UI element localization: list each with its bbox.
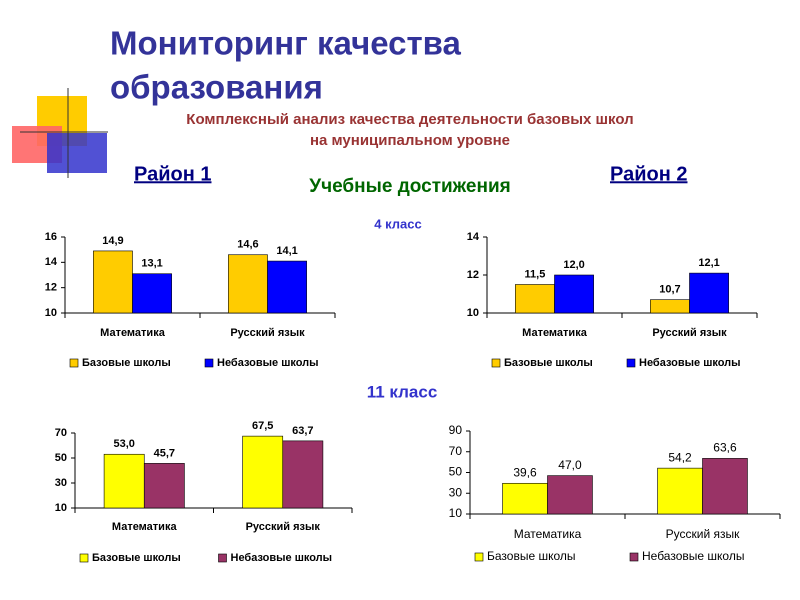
y-tick-label: 10 <box>467 307 479 319</box>
value-label: 53,0 <box>113 438 134 450</box>
deco-blue <box>47 133 107 173</box>
legend-swatch <box>629 552 639 562</box>
subtitle: на муниципальном уровне <box>310 132 510 149</box>
legend-swatch <box>69 358 79 368</box>
grade-label: 11 класс <box>367 382 438 401</box>
x-tick-label: Математика <box>522 327 588 339</box>
legend-label: Базовые школы <box>92 552 181 564</box>
x-tick-label: Русский язык <box>652 327 727 339</box>
legend-swatch <box>204 358 214 368</box>
district-label: Район 1 <box>134 163 211 185</box>
y-tick-label: 14 <box>467 231 480 243</box>
value-label: 13,1 <box>141 258 162 270</box>
y-tick-label: 10 <box>449 506 463 520</box>
legend-swatch <box>626 358 636 368</box>
title: образования <box>110 69 323 106</box>
legend-swatch <box>491 358 501 368</box>
y-tick-label: 12 <box>467 269 479 281</box>
x-tick-label: Математика <box>100 327 166 339</box>
bar <box>502 482 548 515</box>
value-label: 63,6 <box>713 441 737 455</box>
title: Мониторинг качества <box>110 25 462 62</box>
y-tick-label: 50 <box>449 465 463 479</box>
bar <box>228 254 268 314</box>
bar <box>282 440 324 509</box>
bar <box>267 260 307 314</box>
bar <box>689 272 729 314</box>
x-tick-label: Русский язык <box>246 521 321 533</box>
y-tick-label: 16 <box>45 231 57 243</box>
y-tick-label: 70 <box>449 444 463 458</box>
district-label: Район 2 <box>610 163 687 185</box>
value-label: 45,7 <box>154 447 175 459</box>
legend-label: Небазовые школы <box>217 357 319 369</box>
legend-label: Базовые школы <box>504 357 593 369</box>
value-label: 14,9 <box>102 235 123 247</box>
legend-label: Базовые школы <box>82 357 171 369</box>
bar <box>547 475 593 515</box>
legend-swatch <box>79 553 89 563</box>
legend-label: Небазовые школы <box>639 357 741 369</box>
value-label: 63,7 <box>292 425 313 437</box>
x-tick-label: Математика <box>112 521 178 533</box>
x-tick-label: Русский язык <box>666 527 740 541</box>
bar <box>515 284 555 314</box>
legend-label: Небазовые школы <box>231 552 333 564</box>
value-label: 11,5 <box>525 268 546 280</box>
legend-label: Небазовые школы <box>642 549 744 563</box>
value-label: 12,1 <box>698 257 719 269</box>
value-label: 14,1 <box>276 245 297 257</box>
y-tick-label: 30 <box>55 477 67 489</box>
legend-swatch <box>218 553 227 563</box>
x-tick-label: Математика <box>514 527 582 541</box>
x-tick-label: Русский язык <box>230 327 305 339</box>
heading: Учебные достижения <box>309 176 510 197</box>
bar <box>554 274 594 314</box>
grade-label: 4 класс <box>374 216 421 231</box>
value-label: 14,6 <box>237 239 258 251</box>
y-tick-label: 30 <box>449 485 463 499</box>
value-label: 12,0 <box>563 259 584 271</box>
y-tick-label: 10 <box>45 307 57 319</box>
legend-label: Базовые школы <box>487 549 576 563</box>
y-tick-label: 12 <box>45 282 57 294</box>
value-label: 67,5 <box>252 420 273 432</box>
bar <box>650 299 690 314</box>
bar <box>132 273 172 314</box>
subtitle: Комплексный анализ качества деятельности… <box>186 111 633 128</box>
value-label: 54,2 <box>668 450 692 464</box>
value-label: 47,0 <box>558 458 582 472</box>
y-tick-label: 90 <box>449 423 463 437</box>
legend-swatch <box>474 552 484 562</box>
y-tick-label: 50 <box>55 452 67 464</box>
value-label: 10,7 <box>659 284 680 296</box>
bar <box>657 467 703 515</box>
y-tick-label: 10 <box>55 502 67 514</box>
bar <box>702 458 748 515</box>
bar <box>143 463 185 509</box>
bar <box>103 453 145 509</box>
y-tick-label: 70 <box>55 427 67 439</box>
value-label: 39,6 <box>513 465 537 479</box>
y-tick-label: 14 <box>45 256 58 268</box>
bar <box>242 435 284 509</box>
bar <box>93 250 133 314</box>
